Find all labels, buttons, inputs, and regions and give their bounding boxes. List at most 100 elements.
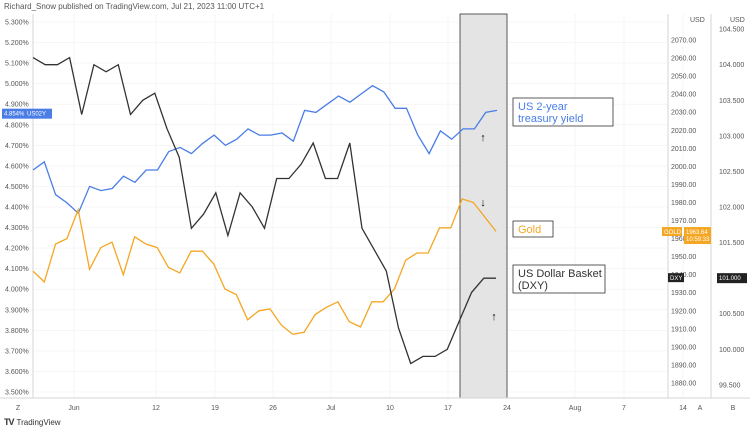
series-points [32,57,498,364]
badge-dxy-value-bg [717,273,747,284]
badge-gold-time: 10:59:33 [686,237,710,243]
time-tick-label: A [698,405,703,412]
badge-us2y-label: US02Y [27,112,46,118]
dxy-tick-label: 102.000 [719,205,744,212]
badge-dxy-label-bg [668,273,684,283]
annotation-text: US Dollar Basket [518,268,602,280]
yield-tick-label: 4.100% [5,266,29,273]
dxy-tick-label: 101.500 [719,240,744,247]
time-tick-label: 14 [679,405,687,412]
yield-tick-label: 3.600% [5,369,29,376]
yield-tick-label: 4.600% [5,163,29,170]
gold-tick-label: 1910.00 [671,326,696,333]
yield-tick-label: 3.800% [5,328,29,335]
gold-axis-ticks: 2070.00 2060.00 2050.00 2040.00 2030.00 2020.… [671,38,696,388]
annotation-box [512,220,554,238]
time-tick-label: Z [16,405,21,412]
highlight-region [459,13,508,399]
dxy-tick-label: 104.000 [719,62,744,69]
yield-tick-label: 4.500% [5,184,29,191]
gold-tick-label: 2050.00 [671,74,696,81]
yield-axis-ticks: 5.300% 5.200% 5.100% 5.000% 4.900% 4.800% 4.70… [5,20,29,397]
dxy-tick-label: 102.500 [719,169,744,176]
time-tick-label: 10 [386,405,394,412]
yield-tick-label: 5.300% [5,20,29,27]
dxy-tick-label: 103.000 [719,133,744,140]
dxy-axis-unit: USD [730,17,745,24]
arrow-up-icon: ↑ [480,132,486,144]
dxy-tick-label: 103.500 [719,98,744,105]
time-tick-label: 19 [211,405,219,412]
tradingview-logo-icon: TV [4,417,14,427]
dxy-tick-label: 100.500 [719,311,744,318]
yield-tick-label: 5.100% [5,61,29,68]
dxy-axis-ticks: 104.500 104.000 103.500 103.000 102.500 102.0… [719,27,744,390]
time-tick-label: Jul [327,405,336,412]
yield-tick-label: 4.400% [5,205,29,212]
gold-tick-label: 1920.00 [671,308,696,315]
time-tick-label: B [731,405,736,412]
gold-tick-label: 1990.00 [671,182,696,189]
arrow-up-icon: ↑ [491,311,497,323]
yield-tick-label: 4.900% [5,102,29,109]
annotation-text: (DXY) [518,280,548,292]
yield-tick-label: 4.700% [5,143,29,150]
yield-tick-label: 3.500% [5,390,29,397]
yield-tick-label: 3.900% [5,307,29,314]
dxy-tick-label: 104.500 [719,27,744,34]
gold-tick-label: 1950.00 [671,254,696,261]
badge-gold-label-bg [662,227,682,237]
series-line-us2y [32,84,498,215]
time-tick-label: Aug [569,405,582,412]
badge-dxy-value: 101.000 [719,276,741,282]
annotation-text: treasury yield [518,113,583,125]
arrow-down-icon: ↓ [480,197,486,209]
time-tick-label: 26 [269,405,277,412]
yield-tick-label: 5.200% [5,40,29,47]
time-tick-label: Jun [68,405,79,412]
yield-tick-label: 4.200% [5,246,29,253]
yield-tick-label: 4.300% [5,225,29,232]
gold-tick-label: 2060.00 [671,56,696,63]
badge-gold-value: 1963.64 [686,230,708,236]
publish-header: Richard_Snow published on TradingView.co… [4,2,265,11]
gold-tick-label: 1890.00 [671,362,696,369]
time-tick-label: 7 [622,405,626,412]
annotation-box [512,97,614,127]
tradingview-brand: TradingView [16,417,61,427]
gold-tick-label: 1970.00 [671,218,696,225]
time-tick-label: 12 [152,405,160,412]
gold-tick-label: 1980.00 [671,200,696,207]
badge-us2y [2,108,52,119]
time-tick-label: 24 [503,405,511,412]
annotation-text: Gold [518,224,541,236]
badge-gold-value-bg [684,227,711,245]
gold-tick-label: 1880.00 [671,380,696,387]
gold-tick-label: 1900.00 [671,344,696,351]
badge-dxy-label: DXY [670,276,682,282]
badge-us2y-value: 4.854% [4,112,25,118]
yield-tick-label: 5.000% [5,81,29,88]
gold-tick-label: 2070.00 [671,38,696,45]
series-line-dxy [32,56,496,365]
yield-tick-label: 3.700% [5,348,29,355]
time-tick-label: 17 [444,405,452,412]
annotation-text: US 2-year [518,101,568,113]
gold-tick-label: 2020.00 [671,128,696,135]
gold-tick-label: 2030.00 [671,110,696,117]
gold-tick-label: 2000.00 [671,164,696,171]
gold-tick-label: 2040.00 [671,92,696,99]
grid-lines [33,14,684,398]
footer: TV TradingView [4,417,61,427]
gold-tick-label: 2010.00 [671,146,696,153]
gold-tick-label: 1930.00 [671,290,696,297]
annotation-box [512,264,606,294]
yield-tick-label: 4.800% [5,122,29,129]
gold-tick-label: 1960.00 [671,236,696,243]
gold-axis-unit: USD [690,17,705,24]
badge-gold-label: GOLD [664,230,682,236]
direction-arrows: ↑ ↓ ↑ [480,132,497,323]
